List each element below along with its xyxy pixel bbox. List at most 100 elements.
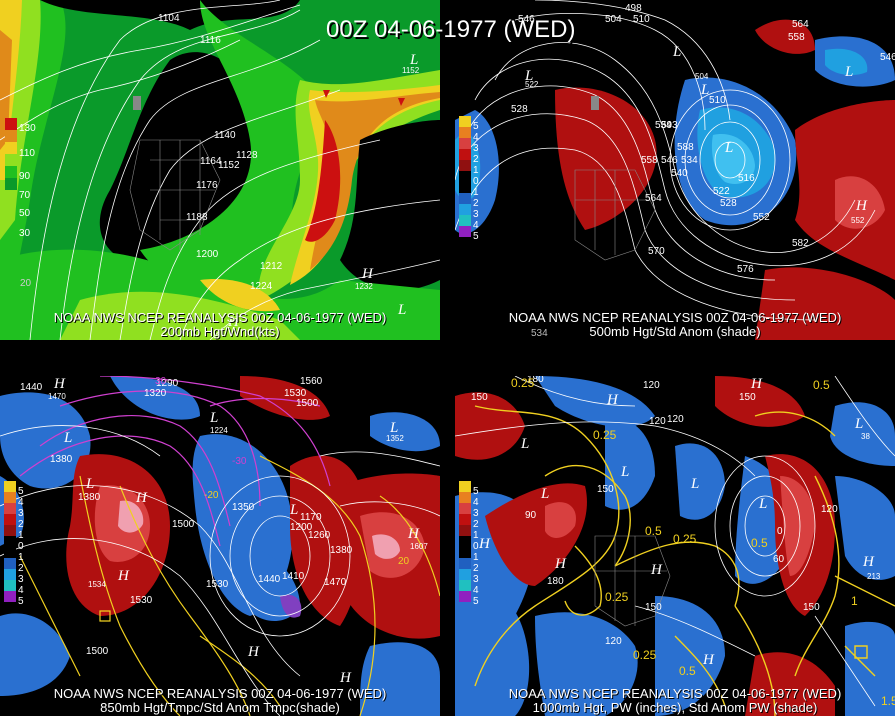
legend-swatch	[4, 536, 16, 547]
contour-label: 1380	[330, 545, 353, 556]
low-marker: L	[525, 68, 534, 84]
contour-label: 1500	[296, 398, 319, 409]
contour-label: 1152	[218, 160, 240, 171]
legend-swatch	[5, 130, 17, 142]
contour-label: 1176	[196, 180, 218, 191]
contour-label: 534	[655, 120, 672, 131]
panel-field-caption: 500mb Hgt/Std Anom (shade)	[589, 324, 761, 339]
main-title: 00Z 04-06-1977 (WED)	[326, 16, 576, 43]
contour-label: 552	[851, 216, 865, 225]
contour-label: -30	[232, 456, 247, 467]
contour-label: 0.5	[751, 536, 768, 550]
low-marker: L	[410, 52, 419, 68]
contour-label: 1470	[48, 392, 66, 401]
contour-label: 1410	[282, 571, 305, 582]
contour-label: 0.5	[813, 378, 830, 392]
legend-swatch	[4, 525, 16, 536]
legend-label: 5	[18, 486, 24, 497]
legend-swatch	[5, 118, 17, 130]
contour-label: 504	[605, 14, 622, 25]
contour-label: 60	[773, 554, 785, 565]
contour-label: 0.25	[605, 590, 629, 604]
legend-label: 2	[473, 198, 479, 209]
contour-label: 0	[777, 526, 783, 537]
high-marker: H	[651, 562, 662, 578]
high-marker: H	[751, 376, 762, 392]
contour-label: 1470	[324, 577, 347, 588]
legend-label: 4	[18, 497, 24, 508]
contour-label: -20	[204, 490, 219, 501]
legend-label: 4	[18, 585, 24, 596]
high-marker: H	[248, 644, 259, 660]
low-marker: L	[64, 430, 73, 446]
contour-label: 1188	[186, 212, 208, 223]
legend-label: 5	[473, 231, 479, 242]
high-marker: H	[479, 536, 490, 552]
contour-label: 1500	[172, 519, 195, 530]
legend-swatch	[459, 558, 471, 569]
legend-200mb: 130 110 90 70 50 30	[5, 118, 36, 239]
legend-swatch	[459, 193, 471, 204]
high-marker: H	[703, 652, 714, 668]
high-marker: H	[118, 568, 129, 584]
contour-label: 1116	[200, 35, 221, 46]
contour-label: 1224	[210, 426, 228, 435]
legend-swatch	[459, 492, 471, 503]
contour-label: 558	[788, 32, 805, 43]
legend-swatch	[459, 149, 471, 160]
contour-label: 150	[645, 602, 662, 613]
legend-swatch	[459, 569, 471, 580]
contour-label: 1530	[130, 595, 153, 606]
legend-swatch	[459, 160, 471, 171]
contour-label: 558	[641, 155, 658, 166]
contour-label: 30	[155, 376, 167, 387]
contour-label: 552	[753, 212, 770, 223]
contour-label: 528	[720, 198, 737, 209]
contour-label: 0.25	[511, 376, 535, 390]
contour-label: 1500	[86, 646, 109, 657]
contour-label: 150	[803, 602, 820, 613]
legend-label: 5	[473, 596, 479, 607]
contour-label: 540	[671, 168, 688, 179]
contour-label: 150	[597, 484, 614, 495]
contour-label: 0.25	[593, 428, 617, 442]
legend-1000mb: 5 4 3 2 1 0 1 2 3 4 5	[459, 481, 479, 607]
contour-label: 90	[525, 510, 537, 521]
legend-swatch	[459, 171, 471, 182]
legend-label: 3	[473, 574, 479, 585]
contour-label: 0.5	[645, 524, 662, 538]
high-marker: H	[607, 392, 618, 408]
legend-swatch	[459, 525, 471, 536]
legend-label: 30	[19, 228, 31, 239]
map-850mb	[0, 376, 440, 716]
low-marker: L	[398, 302, 407, 318]
legend-label: 1	[473, 187, 479, 198]
high-marker: H	[340, 670, 351, 686]
contour-label: 1152	[402, 66, 420, 75]
legend-850mb: 5 4 3 2 1 0 1 2 3 4 5	[4, 481, 24, 607]
legend-label: 2	[18, 563, 24, 574]
contour-label: 528	[511, 104, 528, 115]
legend-label: 1	[18, 552, 24, 563]
legend-swatch	[459, 204, 471, 215]
contour-label: 1104	[158, 13, 180, 24]
low-marker: L	[390, 420, 399, 436]
contour-label: 1380	[50, 454, 73, 465]
contour-label: 510	[633, 14, 650, 25]
legend-swatch	[459, 182, 471, 193]
legend-label: 1	[18, 530, 24, 541]
contour-label: 1350	[232, 502, 255, 513]
contour-label: 1320	[144, 388, 167, 399]
contour-label: 1128	[236, 150, 258, 161]
legend-label: 1	[473, 530, 479, 541]
high-marker: H	[136, 490, 147, 506]
legend-swatch	[5, 166, 17, 178]
legend-label: 3	[473, 508, 479, 519]
contour-label: 582	[792, 238, 809, 249]
contour-label: 150	[471, 392, 488, 403]
contour-label: 1	[851, 594, 858, 608]
contour-label: 516	[738, 173, 755, 184]
legend-swatch	[459, 503, 471, 514]
contour-label: 0.25	[633, 648, 657, 662]
contour-label: 534	[681, 155, 698, 166]
